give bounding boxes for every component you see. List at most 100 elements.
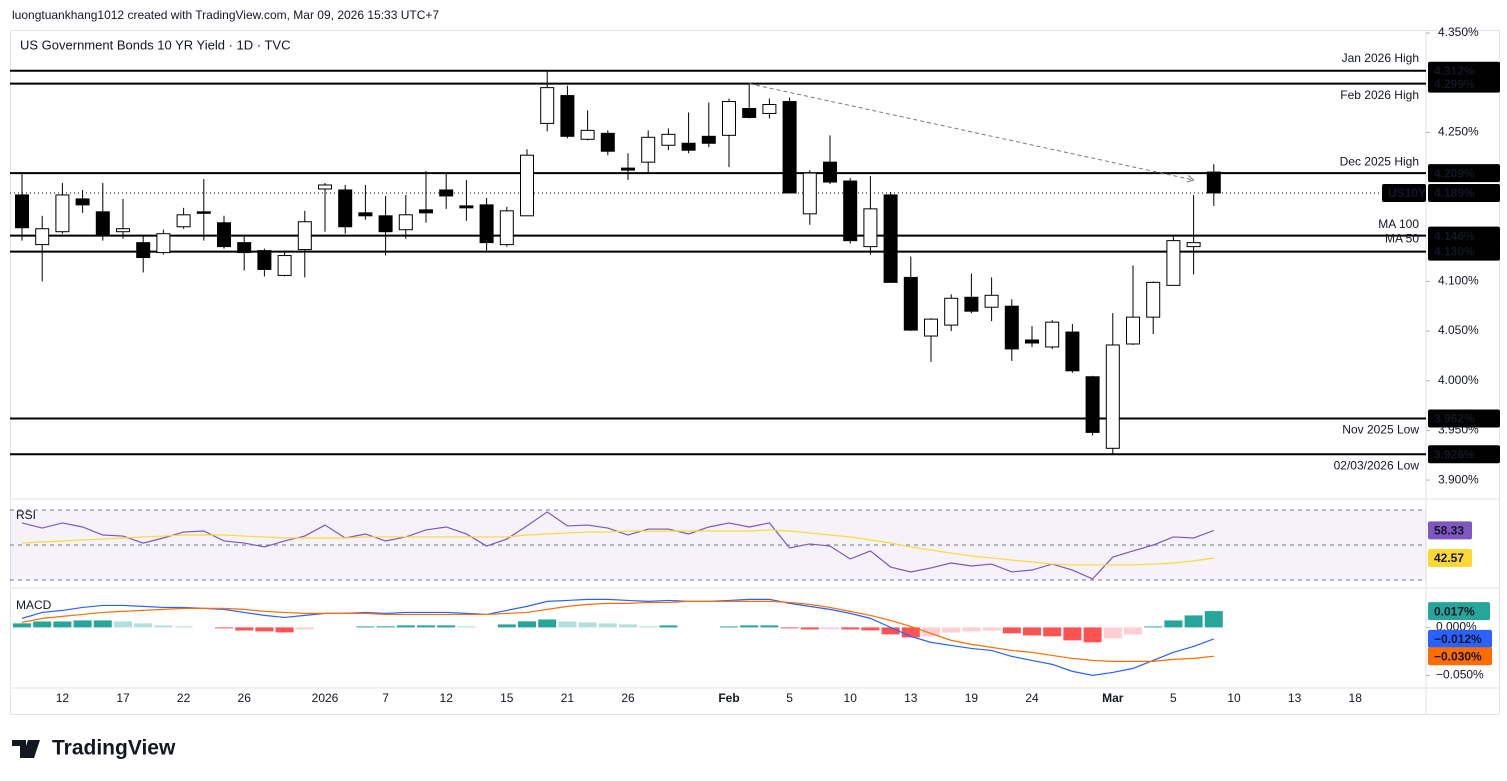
histogram-bar (235, 627, 254, 631)
candle-body (722, 101, 736, 136)
candle-body (944, 297, 959, 326)
histogram-bar (295, 627, 314, 630)
histogram-bar (73, 620, 92, 628)
candle-body (499, 210, 514, 246)
candle-body (55, 194, 70, 233)
candle-body (358, 212, 373, 217)
rsi-last-value-box (1428, 549, 1472, 568)
level-value: 3.962% (1434, 412, 1475, 426)
level-value-box (1428, 445, 1500, 464)
x-tick-label: 2026 (312, 691, 339, 705)
candle-body (863, 208, 878, 248)
x-tick-label: 7 (382, 691, 389, 705)
histogram-bar (800, 627, 819, 630)
candle-body (176, 214, 191, 228)
macd-last-value: −0.012% (1434, 632, 1482, 646)
histogram-bar (1103, 627, 1122, 639)
last-price-value-box (1428, 183, 1500, 202)
logo-text: TradingView (52, 737, 176, 760)
histogram-bar (1023, 627, 1041, 636)
histogram-bar (396, 625, 415, 628)
candle-body (1025, 339, 1039, 344)
candle-body (1146, 281, 1161, 318)
last-price-value: 4.189% (1434, 186, 1475, 200)
candle-body (641, 136, 656, 163)
rsi-last-value: 42.57 (1434, 551, 1464, 565)
x-tick-label: 26 (238, 691, 252, 705)
level-value: 4.209% (1434, 166, 1475, 180)
last-price-name-box (1382, 183, 1426, 202)
x-tick-label: 18 (1349, 691, 1363, 705)
candle-body (419, 209, 433, 214)
histogram-bar (33, 621, 52, 628)
candle-body (661, 133, 676, 146)
candle-body (1206, 171, 1221, 194)
x-tick-label: 12 (440, 691, 454, 705)
x-tick-label: 26 (621, 691, 635, 705)
histogram-bar (53, 621, 72, 628)
candle-body (1126, 316, 1140, 345)
histogram-bar (982, 627, 1001, 631)
candle-body (903, 276, 918, 331)
histogram-bar (962, 627, 981, 632)
histogram-bar (518, 621, 536, 628)
level-value: 4.312% (1434, 64, 1475, 78)
level-value: 3.926% (1434, 447, 1475, 461)
candle-body (1105, 344, 1120, 449)
y-tick-label: 4.000% (1438, 373, 1479, 387)
candle-body (156, 233, 171, 254)
candle-body (75, 198, 90, 206)
histogram-bar (922, 627, 940, 637)
x-tick-label: 5 (786, 691, 793, 705)
x-tick-label: 13 (1288, 691, 1302, 705)
candle-body (15, 194, 29, 229)
candle-body (762, 104, 777, 114)
histogram-bar (114, 621, 132, 628)
histogram-bar (881, 627, 900, 635)
candle-body (1004, 305, 1019, 350)
histogram-bar (215, 627, 233, 629)
plot-layer: 4.350%4.250%4.100%4.050%4.000%3.950%3.90… (10, 25, 1500, 705)
candle-body (520, 154, 534, 217)
histogram-bar (457, 626, 476, 628)
candle-body (398, 214, 413, 231)
candle-body (378, 215, 393, 233)
x-tick-label: 10 (1227, 691, 1241, 705)
y-tick-label: 4.350% (1438, 25, 1479, 39)
x-tick-label: 19 (965, 691, 979, 705)
x-tick-label: Feb (718, 691, 739, 705)
histogram-bar (598, 623, 617, 628)
candle-body (1085, 376, 1100, 433)
histogram-bar (538, 619, 557, 628)
histogram-bar (760, 625, 779, 628)
level-value-box (1428, 226, 1500, 245)
histogram-bar (437, 625, 456, 628)
last-price-name: US10Y (1388, 186, 1426, 200)
histogram-bar (639, 626, 658, 628)
candle-body (1186, 242, 1201, 248)
chart-frame (10, 30, 1500, 715)
level-value-box (1428, 409, 1500, 428)
histogram-bar (275, 627, 294, 633)
trendline-arrow (1186, 175, 1195, 183)
candle-body (580, 129, 595, 140)
histogram-bar (417, 625, 435, 628)
histogram-bar (1204, 611, 1223, 628)
histogram-bar (356, 626, 375, 628)
candle-body (984, 294, 999, 308)
histogram-last-value: 0.017% (1434, 604, 1475, 618)
histogram-bar (619, 624, 637, 628)
histogram-bar (1164, 620, 1183, 628)
y-tick-label: −0.050% (1436, 668, 1484, 682)
candle-body (459, 205, 474, 209)
level-name: 02/03/2026 Low (1334, 458, 1420, 472)
logo: TradingView (12, 737, 176, 760)
histogram-bar (134, 623, 153, 628)
candle-body (217, 222, 231, 248)
y-tick-label: 4.050% (1438, 323, 1479, 337)
candle-body (196, 211, 211, 214)
histogram-bar (901, 627, 920, 638)
x-tick-label: 22 (177, 691, 191, 705)
histogram-bar (821, 627, 839, 630)
histogram-bar (720, 626, 738, 628)
